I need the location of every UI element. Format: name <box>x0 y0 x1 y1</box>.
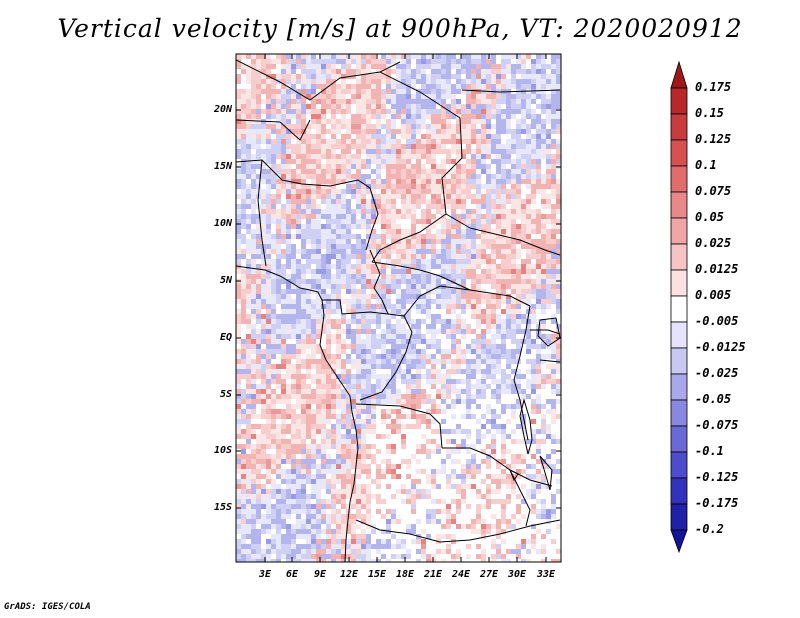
colorbar-label-10: -0.0125 <box>695 340 746 354</box>
colorbar-label-8: 0.005 <box>695 288 732 302</box>
colorbar-label-5: 0.05 <box>695 210 724 224</box>
lon-label-24e: 24E <box>451 569 471 580</box>
lat-label-15n: 15N <box>213 161 232 172</box>
lat-label-15s: 15S <box>213 502 232 513</box>
colorbar-label-2: 0.125 <box>695 132 732 146</box>
lat-label-10s: 10S <box>213 445 232 456</box>
colorbar-label-3: 0.1 <box>695 158 717 172</box>
colorbar-label-6: 0.025 <box>695 236 732 250</box>
lon-label-27e: 27E <box>479 569 499 580</box>
colorbar-label-14: -0.1 <box>695 444 724 458</box>
lat-label-eq: EQ <box>219 332 232 343</box>
colorbar-label-9: -0.005 <box>695 314 739 328</box>
lon-label-15e: 15E <box>367 569 387 580</box>
colorbar-label-7: 0.0125 <box>695 262 739 276</box>
country-borders <box>236 59 561 562</box>
colorbar-label-0: 0.175 <box>695 80 732 94</box>
colorbar-label-16: -0.175 <box>695 496 739 510</box>
map-frame <box>235 53 562 563</box>
colorbar-label-11: -0.025 <box>695 366 739 380</box>
lon-label-33e: 33E <box>536 569 556 580</box>
lon-label-30e: 30E <box>507 569 527 580</box>
credit-text: GrADS: IGES/COLA <box>4 602 91 612</box>
lon-label-12e: 12E <box>339 569 359 580</box>
colorbar-label-4: 0.075 <box>695 184 732 198</box>
longitude-ticks <box>264 54 547 562</box>
map-title: Vertical velocity [m/s] at 900hPa, VT: 2… <box>57 14 743 43</box>
latitude-ticks <box>236 109 561 509</box>
lat-label-10n: 10N <box>213 218 232 229</box>
colorbar-label-15: -0.125 <box>695 470 739 484</box>
lat-label-5s: 5S <box>219 389 232 400</box>
lon-label-6e: 6E <box>285 569 299 580</box>
colorbar-label-1: 0.15 <box>695 106 724 120</box>
colorbar-label-13: -0.075 <box>695 418 739 432</box>
colorbar <box>670 60 688 554</box>
lon-label-9e: 9E <box>313 569 327 580</box>
lon-label-18e: 18E <box>395 569 415 580</box>
lat-label-20n: 20N <box>213 104 232 115</box>
lon-label-3e: 3E <box>258 569 272 580</box>
vertical-velocity-field <box>236 54 561 562</box>
colorbar-label-17: -0.2 <box>695 522 724 536</box>
lon-label-21e: 21E <box>423 569 443 580</box>
lat-label-5n: 5N <box>219 275 232 286</box>
colorbar-label-12: -0.05 <box>695 392 732 406</box>
